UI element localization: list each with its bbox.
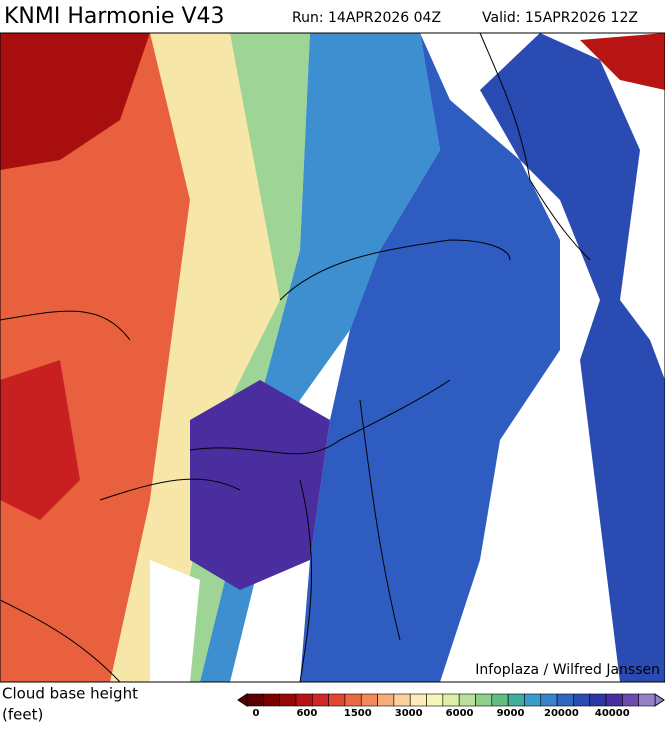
colorbar-label: 40000 [595, 708, 630, 719]
field-blue [300, 33, 560, 682]
colorbar-box [442, 693, 460, 707]
colorbar-box [573, 693, 591, 707]
run-time: Run: 14APR2026 04Z [292, 10, 441, 26]
colorbar-box [491, 693, 509, 707]
colorbar-label: 3000 [395, 708, 423, 719]
field-yellow [110, 33, 300, 682]
legend-unit: (feet) [2, 706, 43, 724]
map-frame [0, 32, 665, 683]
colorbar: 0 600 1500 3000 6000 9000 20000 40000 [237, 693, 665, 719]
colorbar-box [556, 693, 574, 707]
colorbar-box [311, 693, 329, 707]
field-purple [190, 380, 330, 590]
colorbar-box [458, 693, 476, 707]
colorbar-box [475, 693, 493, 707]
credit: Infoplaza / Wilfred Janssen [475, 662, 660, 678]
colorbar-label: 20000 [544, 708, 579, 719]
colorbar-box [409, 693, 427, 707]
colorbar-box [524, 693, 542, 707]
field-orange [0, 33, 200, 682]
borders [0, 32, 591, 683]
colorbar-box [638, 693, 656, 707]
colorbar-box [393, 693, 411, 707]
colorbar-box [622, 693, 639, 707]
legend-title: Cloud base height [2, 685, 138, 703]
colorbar-box [328, 693, 346, 707]
colorbar-label: 9000 [497, 708, 525, 719]
field-red [0, 360, 80, 520]
field-darkblue [480, 33, 665, 682]
colorbar-box [426, 693, 444, 707]
valid-time: Valid: 15APR2026 12Z [482, 10, 638, 26]
colorbar-box [360, 693, 378, 707]
colorbar-box [246, 693, 264, 707]
colorbar-box [589, 693, 607, 707]
colorbar-box [279, 693, 297, 707]
colorbar-label: 0 [253, 708, 260, 719]
colorbar-arrow-left [237, 693, 248, 707]
title: KNMI Harmonie V43 [4, 4, 225, 29]
colorbar-label: 6000 [446, 708, 474, 719]
colorbar-arrow-right [654, 693, 665, 707]
colorbar-box [605, 693, 623, 707]
map: Infoplaza / Wilfred Janssen [0, 32, 665, 683]
field-red-ne [580, 33, 665, 90]
colorbar-box [263, 693, 280, 707]
field-darkred [0, 33, 150, 170]
colorbar-box [540, 693, 558, 707]
colorbar-box [507, 693, 525, 707]
colorbar-box [377, 693, 395, 707]
colorbar-label: 1500 [344, 708, 372, 719]
colorbar-box [344, 693, 362, 707]
field-clear [150, 560, 200, 682]
colorbar-label: 600 [296, 708, 317, 719]
colorbar-box [295, 693, 313, 707]
